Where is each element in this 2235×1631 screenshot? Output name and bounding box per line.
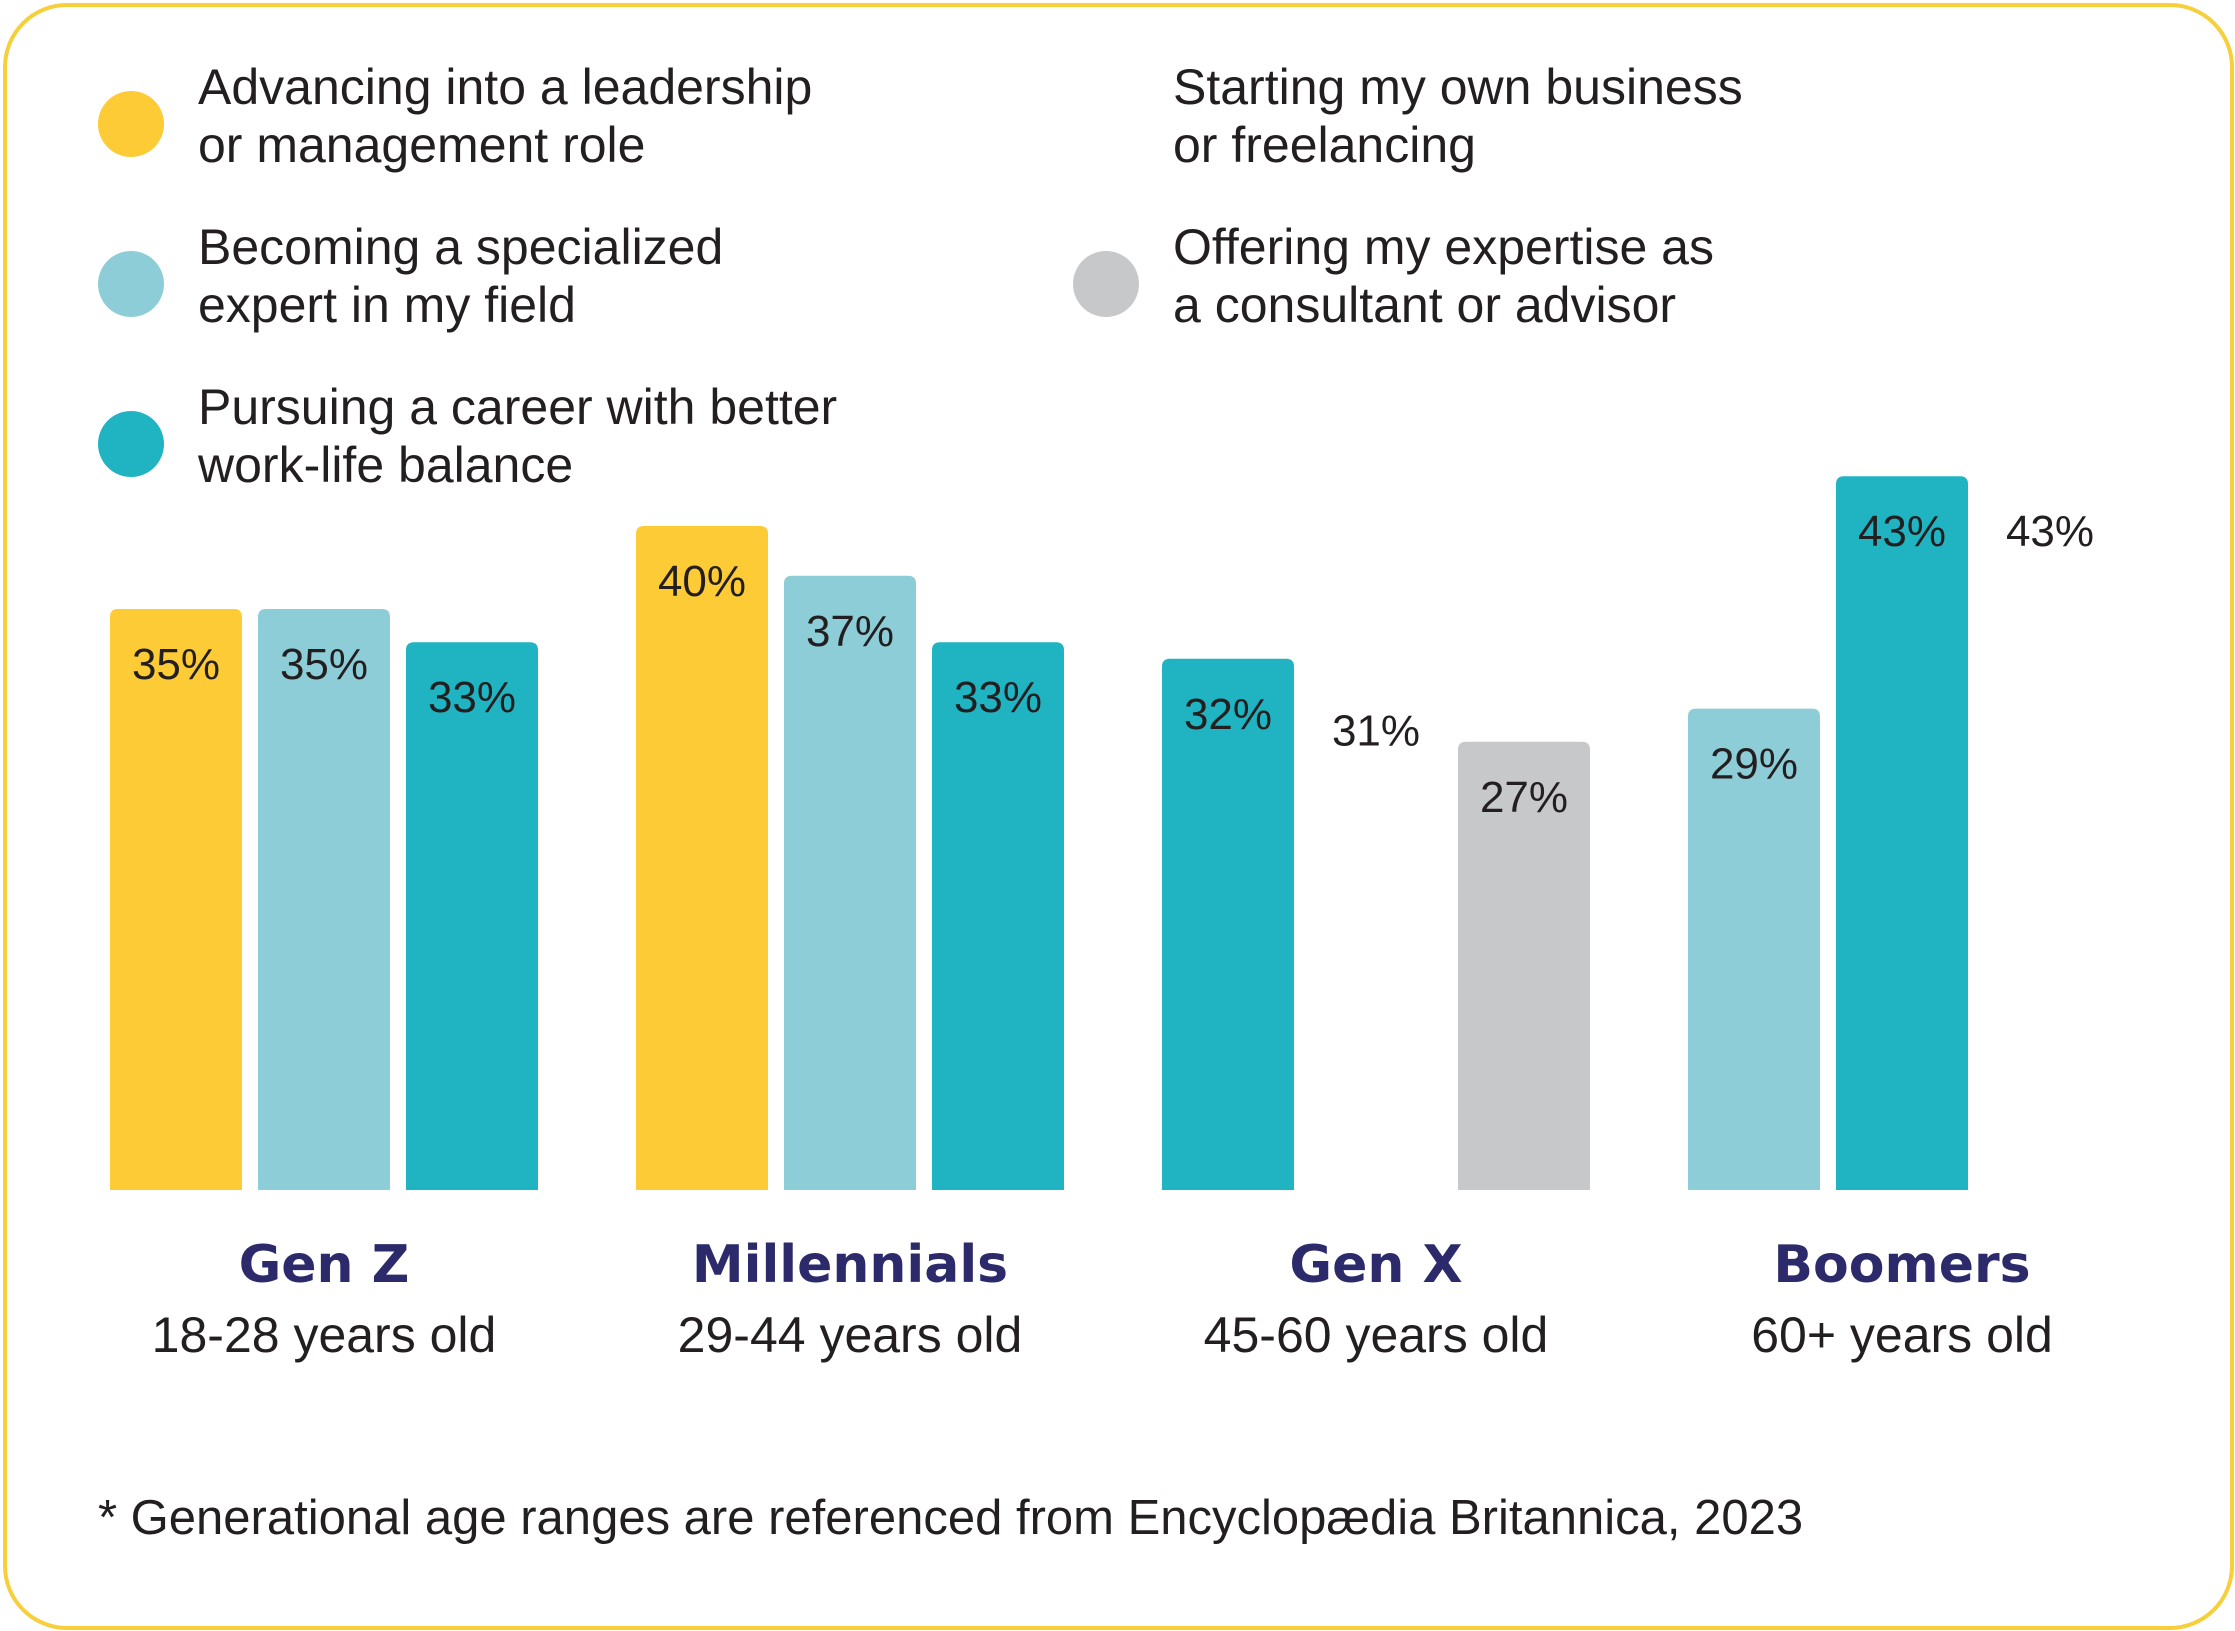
legend-item-leadership: Advancing into a leadership or managemen… bbox=[98, 58, 998, 188]
bar-gen-x-1 bbox=[1310, 675, 1442, 1190]
category-age-boomers: 60+ years old bbox=[1751, 1307, 2053, 1363]
value-label-gen-z-2: 33% bbox=[428, 673, 516, 722]
value-label-gen-z-0: 35% bbox=[132, 640, 220, 689]
legend-label-specialized-expert: Becoming a specialized expert in my fiel… bbox=[198, 219, 724, 333]
bar-boomers-2 bbox=[1984, 476, 2116, 1190]
category-name-gen-z: Gen Z bbox=[239, 1235, 410, 1295]
legend-dot-consultant bbox=[1073, 251, 1139, 317]
legend-dot-specialized-expert bbox=[98, 251, 164, 317]
bar-gen-x-0 bbox=[1162, 658, 1294, 1190]
bar-millennials-2 bbox=[932, 642, 1064, 1190]
bar-boomers-1 bbox=[1836, 476, 1968, 1190]
value-label-millennials-1: 37% bbox=[806, 607, 894, 656]
legend-item-own-business: Starting my own business or freelancing bbox=[1073, 58, 1973, 188]
legend-item-work-life-balance: Pursuing a career with better work-life … bbox=[98, 378, 998, 508]
category-name-boomers: Boomers bbox=[1773, 1235, 2030, 1295]
category-age-millennials: 29-44 years old bbox=[678, 1307, 1023, 1363]
bar-millennials-1 bbox=[784, 575, 916, 1190]
bar-gen-z-1 bbox=[258, 609, 390, 1190]
category-name-gen-x: Gen X bbox=[1289, 1235, 1462, 1295]
legend-label-work-life-balance: Pursuing a career with better work-life … bbox=[198, 379, 838, 493]
value-label-gen-z-1: 35% bbox=[280, 640, 368, 689]
category-age-gen-z: 18-28 years old bbox=[152, 1307, 497, 1363]
category-name-millennials: Millennials bbox=[692, 1235, 1008, 1295]
bar-gen-z-0 bbox=[110, 609, 242, 1190]
value-label-millennials-2: 33% bbox=[954, 673, 1042, 722]
value-label-boomers-1: 43% bbox=[1858, 507, 1946, 556]
value-label-gen-x-1: 31% bbox=[1332, 706, 1420, 755]
footnote: * Generational age ranges are referenced… bbox=[98, 1491, 1804, 1545]
legend-label-consultant: Offering my expertise as a consultant or… bbox=[1173, 219, 1714, 333]
bar-gen-x-2 bbox=[1458, 741, 1590, 1190]
legend-label-leadership: Advancing into a leadership or managemen… bbox=[198, 59, 813, 173]
value-label-boomers-0: 29% bbox=[1710, 740, 1798, 789]
legend-item-specialized-expert: Becoming a specialized expert in my fiel… bbox=[98, 218, 998, 348]
legend-label-own-business: Starting my own business or freelancing bbox=[1173, 59, 1743, 173]
value-label-boomers-2: 43% bbox=[2006, 507, 2094, 556]
bar-gen-z-2 bbox=[406, 642, 538, 1190]
legend-dot-leadership bbox=[98, 91, 164, 157]
legend-item-consultant: Offering my expertise as a consultant or… bbox=[1073, 218, 1973, 348]
bar-millennials-0 bbox=[636, 526, 768, 1190]
category-age-gen-x: 45-60 years old bbox=[1204, 1307, 1549, 1363]
bar-boomers-0 bbox=[1688, 708, 1820, 1190]
value-label-gen-x-2: 27% bbox=[1480, 773, 1568, 822]
value-label-millennials-0: 40% bbox=[658, 557, 746, 606]
legend-dot-work-life-balance bbox=[98, 411, 164, 477]
value-label-gen-x-0: 32% bbox=[1184, 690, 1272, 739]
